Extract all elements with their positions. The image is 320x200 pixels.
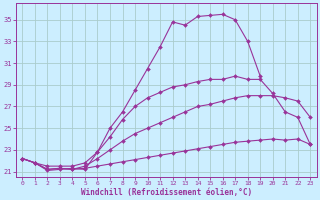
X-axis label: Windchill (Refroidissement éolien,°C): Windchill (Refroidissement éolien,°C) xyxy=(81,188,252,197)
